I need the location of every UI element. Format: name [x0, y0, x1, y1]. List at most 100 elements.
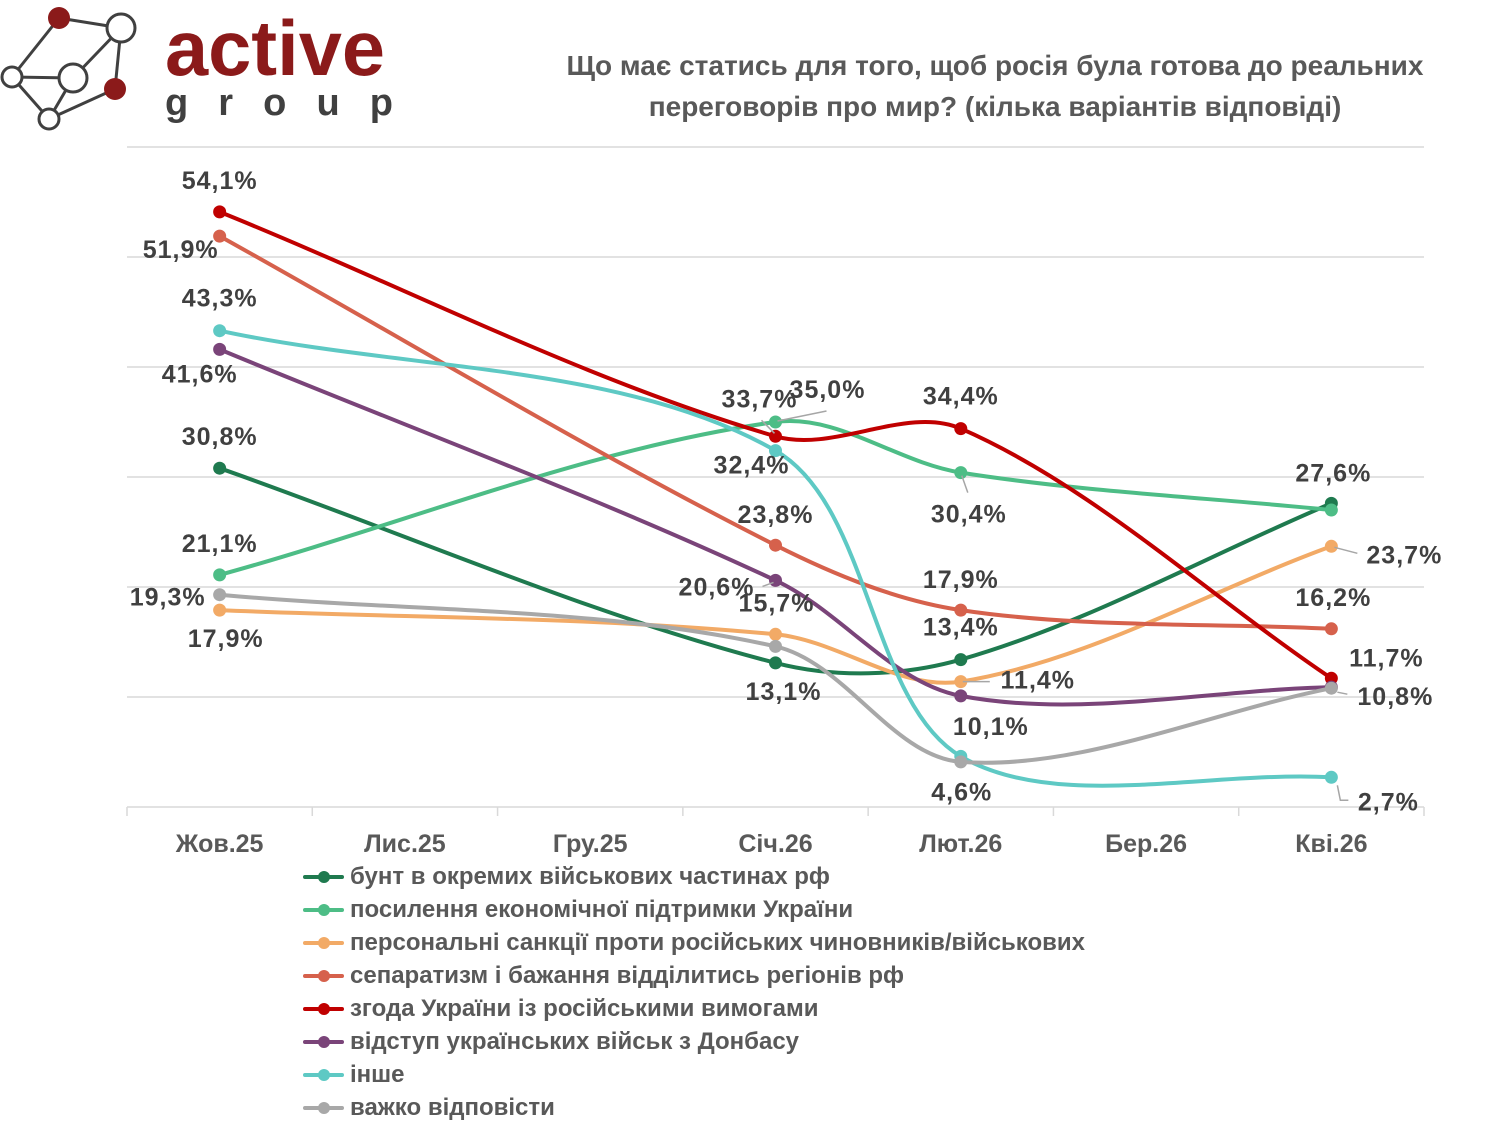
data-label: 27,6%: [1295, 459, 1371, 487]
data-point: [213, 205, 227, 219]
legend-item: сепаратизм і бажання відділитись регіоні…: [300, 959, 1085, 992]
data-label: 21,1%: [182, 530, 258, 558]
data-label: 30,4%: [931, 501, 1007, 529]
data-label: 4,6%: [931, 778, 992, 806]
legend-label: відступ українських військ з Донбасу: [350, 1027, 800, 1055]
data-point: [213, 603, 227, 617]
logo-word-active: active: [165, 4, 385, 92]
data-point: [954, 603, 968, 617]
data-label: 23,8%: [738, 501, 814, 529]
x-tick-label: Лис.25: [364, 830, 446, 858]
legend-item: згода України із російськими вимогами: [300, 992, 1085, 1025]
legend-item: інше: [300, 1058, 1085, 1091]
series-line: [217, 209, 1334, 681]
legend-label: посилення економічної підтримки України: [350, 895, 854, 923]
legend-label: важко відповісти: [350, 1093, 555, 1121]
chart-title-line-2: переговорів про мир? (кілька варіантів в…: [648, 91, 1342, 122]
data-point: [213, 568, 227, 582]
legend-label: персональні санкції проти російських чин…: [350, 928, 1086, 956]
legend-line-marker-icon: [300, 1091, 344, 1124]
label-leader-line: [777, 410, 827, 422]
data-point: [1324, 539, 1338, 553]
series-line: [217, 328, 1334, 788]
legend-label: згода України із російськими вимогами: [350, 994, 819, 1022]
legend-item: бунт в окремих військових частинах рф: [300, 860, 1085, 893]
data-point: [954, 675, 968, 689]
data-point: [769, 627, 782, 641]
logo: active group: [0, 4, 393, 131]
x-tick-label: Січ.26: [738, 830, 812, 858]
data-label: 10,1%: [953, 713, 1029, 741]
series-line: [217, 234, 1334, 631]
data-point: [954, 689, 968, 703]
data-point: [1324, 622, 1338, 636]
series-group: [213, 205, 1338, 788]
legend-label: інше: [350, 1060, 405, 1088]
data-label: 11,7%: [1349, 644, 1424, 672]
series-5: [213, 205, 1338, 685]
data-point: [213, 324, 227, 338]
data-label: 16,2%: [1295, 584, 1371, 612]
data-label: 32,4%: [714, 452, 790, 480]
data-point: [954, 755, 968, 769]
legend-line-marker-icon: [300, 860, 344, 893]
data-label: 34,4%: [923, 383, 999, 411]
series-line: [217, 347, 1334, 707]
data-point: [213, 229, 227, 243]
x-tick-label: Гру.25: [553, 830, 628, 858]
data-label: 51,9%: [143, 236, 219, 264]
data-label: 13,4%: [923, 614, 999, 642]
data-point: [769, 415, 782, 429]
legend-item: персональні санкції проти російських чин…: [300, 926, 1085, 959]
data-point: [213, 588, 227, 602]
chart-title: Що має статись для того, щоб росія була …: [470, 45, 1500, 127]
data-label: 11,4%: [1001, 667, 1076, 695]
legend-line-marker-icon: [300, 959, 344, 992]
data-label: 10,8%: [1357, 683, 1433, 711]
x-tick-label: Бер.26: [1105, 830, 1187, 858]
series-line: [217, 466, 1334, 676]
data-label: 19,3%: [130, 584, 206, 612]
data-label: 33,7%: [722, 385, 798, 413]
label-leader-line: [961, 475, 969, 493]
data-label: 13,1%: [746, 678, 822, 706]
series-line: [217, 419, 1334, 577]
legend-line-marker-icon: [300, 1058, 344, 1091]
data-point: [954, 422, 968, 436]
network-icon: [0, 7, 137, 131]
data-label: 17,9%: [188, 625, 264, 653]
legend-item: важко відповісти: [300, 1091, 1085, 1124]
legend-line-marker-icon: [300, 893, 344, 926]
data-label: 43,3%: [182, 285, 258, 313]
legend-label: бунт в окремих військових частинах рф: [350, 862, 830, 890]
data-point: [1324, 503, 1338, 517]
label-leader-line: [760, 419, 776, 434]
data-point: [769, 573, 782, 587]
series-4: [213, 229, 1338, 636]
data-label: 17,9%: [923, 566, 999, 594]
data-point: [769, 639, 782, 653]
data-point: [769, 656, 782, 670]
data-label: 41,6%: [162, 360, 238, 388]
data-label: 15,7%: [739, 589, 815, 617]
data-label: 54,1%: [182, 167, 258, 195]
data-label: 30,8%: [182, 423, 258, 451]
legend-line-marker-icon: [300, 992, 344, 1025]
data-label: 20,6%: [679, 573, 755, 601]
legend-label: сепаратизм і бажання відділитись регіоні…: [350, 961, 905, 989]
data-point: [954, 466, 968, 480]
data-label: 2,7%: [1358, 788, 1419, 816]
data-point: [769, 429, 782, 443]
label-leader-line: [762, 581, 774, 588]
data-point: [1324, 681, 1338, 695]
legend-item: посилення економічної підтримки України: [300, 893, 1085, 926]
data-point: [1324, 770, 1338, 784]
x-tick-label: Лют.26: [919, 830, 1002, 858]
x-tick-label: Кві.26: [1295, 830, 1367, 858]
series-line: [217, 592, 1334, 765]
chart-title-line-1: Що має статись для того, щоб росія була …: [566, 50, 1424, 81]
x-tick-label: Жов.25: [175, 830, 264, 858]
data-point: [769, 538, 782, 552]
data-label: 35,0%: [790, 376, 866, 404]
data-label: 23,7%: [1366, 541, 1442, 569]
